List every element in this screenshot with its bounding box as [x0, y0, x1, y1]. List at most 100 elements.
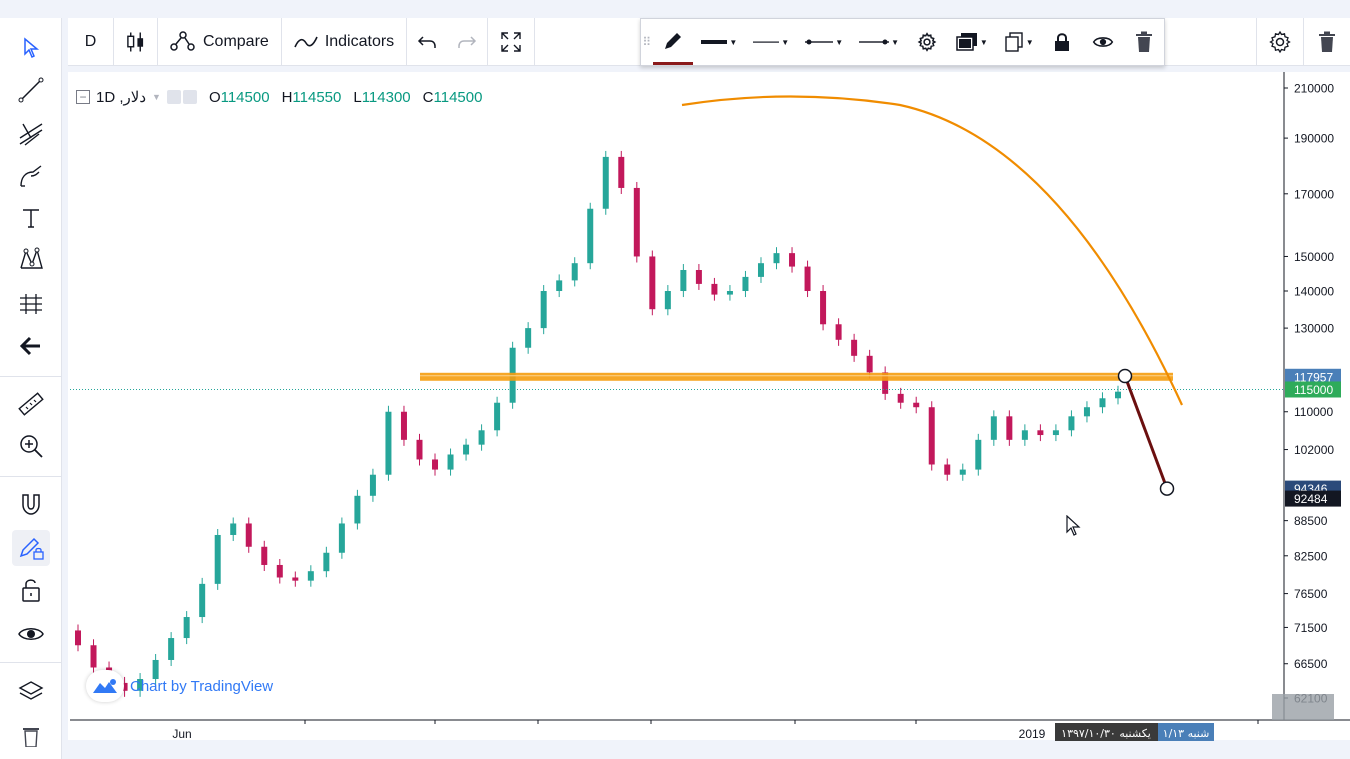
line-endpoint-icon [805, 39, 834, 45]
legend-low-value: 114300 [361, 88, 411, 106]
eye-icon [18, 628, 44, 640]
trend-line-icon [18, 77, 44, 103]
undo-button[interactable] [407, 18, 447, 66]
cursor-arrow-icon [24, 37, 40, 59]
pencil-icon [664, 32, 681, 49]
candles-icon [127, 32, 144, 51]
magnet-icon [22, 494, 40, 515]
xabcd-pattern-icon [20, 247, 43, 269]
visual-order-button[interactable]: ▼ [948, 19, 996, 65]
chart-area[interactable] [68, 72, 1350, 740]
arrow-left-icon [19, 336, 40, 356]
brush-icon [20, 165, 42, 187]
back-tool[interactable] [12, 328, 50, 364]
object-tree-tool[interactable] [12, 674, 50, 710]
lock-icon [1055, 33, 1070, 51]
compare-button[interactable]: Compare [158, 17, 282, 66]
drawing-properties-toolbar: ⠿ ▼ ▼ ▼ ▼ ▼ [640, 18, 1165, 66]
fullscreen-button[interactable] [488, 17, 536, 66]
redo-button[interactable] [447, 17, 489, 66]
prediction-tool[interactable] [12, 286, 50, 322]
zoom-in-icon [20, 435, 43, 458]
fullscreen-icon [501, 31, 521, 52]
line-end-button[interactable]: ▼ [851, 19, 907, 65]
ruler-icon [18, 392, 44, 416]
thin-line-icon [753, 41, 780, 43]
legend-open-value: 114500 [220, 88, 270, 106]
redo-icon [458, 35, 477, 48]
compare-label: Compare [203, 32, 269, 50]
measure-tool[interactable] [12, 386, 50, 422]
remove-tool[interactable] [12, 718, 50, 754]
symbol-legend: − دلار, 1D ▼ O 114500 H 114550 L 114300 C 11… [76, 86, 482, 108]
legend-low-key: L [353, 88, 362, 106]
sidebar-divider [0, 376, 62, 377]
legend-high-key: H [281, 88, 293, 106]
line-arrow-icon [859, 39, 890, 45]
sidebar-divider [0, 476, 62, 477]
magnet-tool[interactable] [12, 486, 50, 522]
remove-drawings-button[interactable] [1303, 18, 1350, 66]
hide-drawings-tool[interactable] [12, 616, 50, 652]
trash-icon [23, 728, 39, 747]
lock-drawing-button[interactable] [1042, 19, 1083, 65]
pitchfork-icon [19, 123, 43, 146]
undo-icon [418, 35, 436, 48]
indicators-button[interactable]: Indicators [282, 17, 408, 66]
hide-drawing-button[interactable] [1082, 19, 1123, 65]
trend-line-tool[interactable] [12, 72, 50, 108]
zoom-in-tool[interactable] [12, 428, 50, 464]
cursor-tool[interactable] [12, 30, 50, 66]
drawing-tools-sidebar [0, 18, 62, 759]
forecast-icon [20, 294, 42, 314]
mouse-cursor-icon [1066, 515, 1081, 536]
line-style-button[interactable]: ▼ [745, 19, 797, 65]
line-width-button[interactable]: ▼ [693, 19, 745, 65]
chart-type-button[interactable] [114, 17, 158, 66]
sidebar-divider [0, 662, 62, 663]
indicators-label: Indicators [324, 32, 395, 50]
gear-icon [918, 32, 937, 52]
drawing-settings-button[interactable] [907, 19, 948, 65]
bring-forward-icon [956, 33, 977, 51]
top-toolbar-right [1256, 18, 1350, 66]
legend-close-key: C [422, 88, 434, 106]
clone-button[interactable]: ▼ [996, 19, 1042, 65]
pattern-tool[interactable] [12, 242, 50, 278]
gear-icon [1269, 30, 1291, 54]
brush-tool[interactable] [12, 158, 50, 194]
symbol-label[interactable]: دلار, 1D [96, 89, 147, 106]
stay-in-drawing-mode-tool[interactable] [12, 530, 50, 566]
delete-drawing-button[interactable] [1123, 19, 1164, 65]
legend-high-value: 114550 [292, 88, 342, 106]
tradingview-watermark[interactable]: Chart by TradingView [86, 670, 273, 702]
trash-icon [1319, 31, 1335, 52]
interval-button[interactable]: D [68, 17, 114, 66]
copy-icon [1005, 32, 1023, 52]
unlock-icon [22, 579, 40, 602]
legend-close-value: 114500 [433, 88, 483, 106]
gann-fib-tool[interactable] [12, 116, 50, 152]
eye-icon [1092, 37, 1114, 47]
drag-handle-icon[interactable]: ⠿ [642, 35, 652, 49]
interval-label: D [84, 32, 97, 50]
settings-button[interactable] [1256, 18, 1303, 66]
tradingview-logo-icon [86, 670, 124, 702]
trash-icon [1135, 31, 1152, 52]
legend-open-key: O [208, 88, 221, 106]
legend-settings-icon[interactable] [166, 90, 197, 104]
line-start-button[interactable]: ▼ [797, 19, 851, 65]
text-icon [23, 209, 39, 228]
line-color-button[interactable] [652, 19, 694, 65]
symbol-caret-icon[interactable]: ▼ [152, 92, 161, 102]
layers-icon [18, 681, 44, 700]
compare-icon [170, 30, 195, 51]
lock-drawings-tool[interactable] [12, 572, 50, 608]
indicators-icon [294, 36, 318, 47]
collapse-legend-icon[interactable]: − [76, 90, 90, 104]
thick-line-icon [701, 40, 728, 44]
watermark-text: Chart by TradingView [130, 677, 274, 695]
pencil-lock-icon [19, 537, 44, 560]
text-tool[interactable] [12, 200, 50, 236]
